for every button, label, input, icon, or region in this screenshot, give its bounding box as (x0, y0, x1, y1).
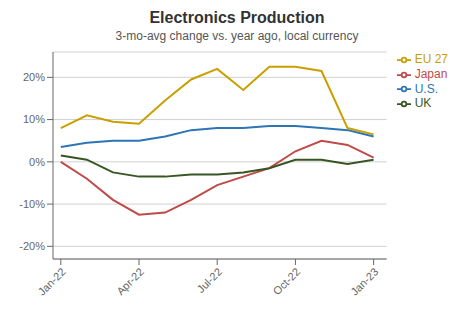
html-text:Electronics Production: Electronics Production (149, 9, 325, 26)
svg-text:-10%: -10% (19, 198, 45, 210)
svg-text:Jan-22: Jan-22 (35, 265, 67, 297)
svg-text:-20%: -20% (19, 240, 45, 252)
html-text:3-mo-avg change vs. year ago,: 3-mo-avg change vs. year ago, local curr… (115, 29, 359, 43)
svg-text:Oct-22: Oct-22 (271, 265, 303, 297)
svg-text:Jan-23: Jan-23 (348, 265, 380, 297)
html-text:UK: UK (414, 96, 432, 111)
html-text:Japan: Japan (414, 66, 448, 81)
svg-text:10%: 10% (23, 113, 45, 125)
html-text:U.S.: U.S. (414, 81, 438, 96)
svg-text:Apr-22: Apr-22 (114, 265, 146, 297)
svg-text:0%: 0% (29, 156, 45, 168)
html-text:EU 27: EU 27 (414, 52, 448, 66)
svg-text:20%: 20% (23, 71, 45, 83)
svg-text:Jul-22: Jul-22 (194, 265, 224, 295)
